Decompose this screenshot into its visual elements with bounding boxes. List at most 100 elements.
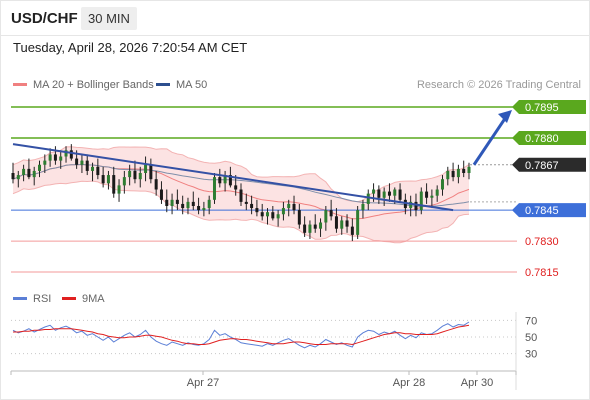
legend-label-ma20: MA 20 + Bollinger Bands: [33, 79, 154, 91]
candle: [271, 212, 275, 219]
candle: [80, 160, 84, 165]
price-tag-3: [512, 203, 586, 218]
candle: [414, 201, 418, 211]
candle: [101, 175, 105, 184]
price-tag-2: [512, 157, 586, 172]
candle: [350, 226, 354, 235]
legend-label-rsi: RSI: [33, 293, 52, 305]
candle: [440, 179, 444, 190]
timeframe-button[interactable]: 30 MIN: [81, 7, 137, 30]
candle: [53, 154, 57, 161]
candle: [186, 201, 190, 209]
candle: [377, 189, 381, 198]
header-bar: USD/CHF 30 MIN: [0, 0, 590, 36]
candle: [345, 220, 349, 227]
candle: [435, 189, 439, 196]
candle: [85, 160, 89, 171]
candle: [64, 150, 68, 157]
ma9-swatch: [62, 296, 76, 300]
candle: [43, 160, 47, 165]
x-tick-label-1: Apr 28: [393, 377, 425, 389]
legend-item-9ma: 9MA: [62, 293, 105, 305]
legend-item-ma20: MA 20 + Bollinger Bands: [13, 79, 154, 91]
candle: [22, 168, 26, 176]
candle: [38, 164, 42, 171]
candle: [75, 158, 79, 165]
candle: [462, 168, 466, 173]
candle: [356, 210, 360, 235]
candle: [27, 168, 31, 178]
candle: [16, 175, 20, 180]
candle: [106, 175, 110, 184]
candle: [255, 208, 259, 213]
candle: [250, 203, 254, 209]
price-tag-label-0: 0.7895: [525, 102, 559, 114]
candle: [334, 216, 338, 229]
price-label-4: 0.7830: [525, 236, 559, 248]
rsi-ma9-line: [13, 324, 470, 346]
candle: [117, 185, 121, 194]
candle: [260, 212, 264, 217]
x-tick-label-0: Apr 27: [187, 377, 219, 389]
trend-line: [12, 143, 454, 212]
candle: [340, 220, 344, 229]
bollinger-upper-line: [12, 146, 470, 203]
price-tag-label-2: 0.7867: [525, 160, 559, 172]
candle: [366, 193, 370, 204]
legend-label-ma50: MA 50: [176, 79, 208, 91]
source-credit: Research © 2026 Trading Central: [416, 79, 581, 91]
candle: [207, 199, 211, 209]
candle: [276, 214, 280, 219]
candle: [281, 208, 285, 215]
ma20-swatch: [13, 82, 27, 86]
candle: [96, 166, 100, 176]
rsi-tick-label-1: 50: [525, 332, 537, 344]
candle: [32, 170, 36, 178]
candle: [159, 189, 163, 200]
symbol-title: USD/CHF: [11, 10, 78, 27]
candle: [313, 224, 317, 229]
candle: [165, 199, 169, 206]
rsi-tick-label-0: 70: [525, 315, 537, 327]
candle: [292, 203, 296, 211]
candle: [430, 195, 434, 198]
candle: [144, 164, 148, 173]
ma50-swatch: [156, 82, 170, 86]
candle: [133, 170, 137, 180]
candle: [244, 201, 248, 204]
candle: [234, 185, 238, 190]
candle: [154, 179, 158, 190]
ma50-line: [12, 163, 470, 207]
candle: [425, 191, 429, 198]
candle: [11, 173, 15, 180]
candle: [409, 201, 413, 209]
price-tag-label-1: 0.7880: [525, 133, 559, 145]
candle: [197, 206, 201, 211]
candle: [419, 191, 423, 211]
price-tag-label-3: 0.7845: [525, 205, 559, 217]
price-tag-1: [512, 130, 586, 145]
candle: [239, 189, 243, 202]
candle: [372, 189, 376, 194]
candle: [361, 203, 365, 211]
forecast-arrow-head: [498, 110, 512, 123]
candle: [387, 191, 391, 196]
price-label-5: 0.7815: [525, 267, 559, 279]
candle: [128, 170, 132, 178]
candle: [112, 175, 116, 194]
candle: [223, 175, 227, 184]
candle: [59, 156, 63, 161]
price-tag-0: [512, 100, 586, 114]
legend-item-ma50: MA 50: [156, 79, 207, 91]
candle: [170, 199, 174, 206]
candle: [218, 177, 222, 184]
candle: [324, 210, 328, 223]
candle: [393, 189, 397, 196]
candle: [382, 191, 386, 198]
candle: [48, 154, 52, 161]
candle: [266, 212, 270, 217]
candle: [69, 150, 73, 159]
candle: [149, 164, 153, 180]
forecast-arrow-shaft: [472, 116, 508, 166]
candle: [138, 173, 142, 180]
